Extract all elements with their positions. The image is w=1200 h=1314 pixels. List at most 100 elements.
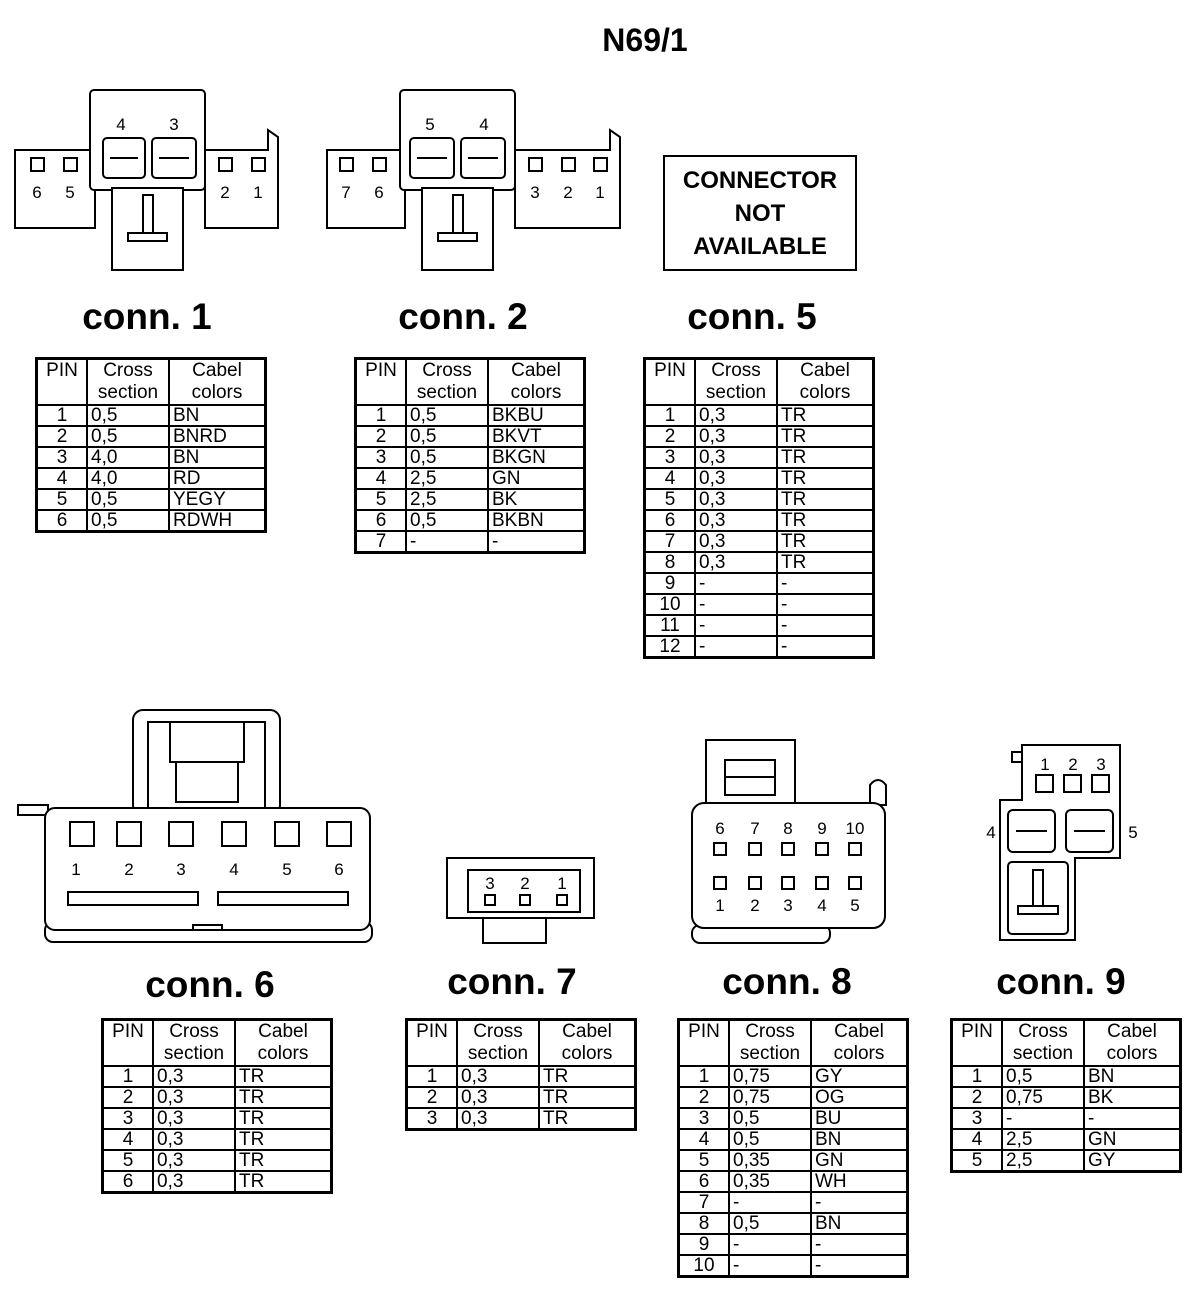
- pin-number: 9: [677, 1233, 730, 1256]
- pin-label: 5: [65, 183, 74, 202]
- table-row: 2 0,5 BNRD: [35, 425, 267, 448]
- table-row: 6 0,35 WH: [677, 1170, 909, 1193]
- connector-8-drawing: 6 7 8 9 10 1 2 3 4 5: [691, 739, 887, 944]
- cable-color: GN: [1083, 1128, 1182, 1151]
- pin-label: 2: [563, 183, 572, 202]
- cross-section: 0,5: [86, 404, 170, 427]
- pin-number: 2: [643, 425, 696, 448]
- pin-number: 4: [643, 467, 696, 490]
- cross-section: 0,3: [694, 404, 778, 427]
- pin-label: 3: [485, 874, 494, 893]
- pin-label: 6: [374, 183, 383, 202]
- cable-colors-header: Cabel colors: [487, 357, 586, 406]
- table-header-row: PIN Cross section Cabel colors: [677, 1018, 909, 1067]
- connector-not-available-note: CONNECTOR NOT AVAILABLE: [663, 155, 857, 271]
- pin-number: 3: [405, 1107, 458, 1131]
- cable-color: BN: [810, 1212, 909, 1235]
- pin-label: 3: [783, 896, 792, 915]
- cross-section: 2,5: [405, 467, 489, 490]
- cable-color: BK: [1083, 1086, 1182, 1109]
- table-row: 7--: [677, 1191, 909, 1214]
- table-header-row: PIN Cross section Cabel colors: [405, 1018, 637, 1067]
- cross-section: 0,3: [694, 488, 778, 511]
- table-row: 10- -: [677, 1254, 909, 1278]
- pin-number: 6: [354, 509, 407, 532]
- cable-color: -: [810, 1191, 909, 1214]
- cable-color: TR: [776, 488, 875, 511]
- cross-section-header: Cross section: [728, 1018, 812, 1067]
- table-row: 3 0,5 BKGN: [354, 446, 586, 469]
- cable-color: TR: [776, 467, 875, 490]
- cable-color: -: [776, 635, 875, 659]
- pin-number: 7: [677, 1191, 730, 1214]
- cross-section-header: Cross section: [694, 357, 778, 406]
- cross-section: 0,3: [694, 551, 778, 574]
- table-row: 6 0,5 RDWH: [35, 509, 267, 533]
- cross-section: 0,3: [694, 446, 778, 469]
- cable-color: -: [487, 530, 586, 554]
- cross-section: 0,5: [728, 1212, 812, 1235]
- pin-label: 3: [1096, 755, 1105, 774]
- cross-section: 0,3: [456, 1065, 540, 1088]
- pin-number: 4: [35, 467, 88, 490]
- table-row: 2 0,3 TR: [643, 425, 875, 448]
- pin-number: 10: [643, 593, 696, 616]
- cable-color: BN: [168, 404, 267, 427]
- cross-section: 0,3: [152, 1128, 236, 1151]
- pin-label: 4: [817, 896, 826, 915]
- cable-color: -: [810, 1254, 909, 1278]
- cable-color: TR: [538, 1086, 637, 1109]
- pin-label: 7: [341, 183, 350, 202]
- pin-number: 2: [354, 425, 407, 448]
- cross-section: 0,35: [728, 1170, 812, 1193]
- pin-number: 4: [354, 467, 407, 490]
- table-row: 12- -: [643, 635, 875, 659]
- cable-color: BKVT: [487, 425, 586, 448]
- connector-5-label: conn. 5: [687, 296, 817, 337]
- pin-number: 1: [643, 404, 696, 427]
- table-row: 1 0,5 BN: [950, 1065, 1182, 1088]
- pin-number: 1: [101, 1065, 154, 1088]
- table-row: 3 0,3 TR: [643, 446, 875, 469]
- cross-section: 0,3: [152, 1107, 236, 1130]
- table-row: 3 0,5 BU: [677, 1107, 909, 1130]
- table-row: 5 0,3 TR: [643, 488, 875, 511]
- pin-number: 1: [354, 404, 407, 427]
- cable-color: BN: [168, 446, 267, 469]
- note-line: CONNECTOR: [682, 166, 838, 194]
- pin-number: 1: [35, 404, 88, 427]
- cable-color: TR: [234, 1065, 333, 1088]
- table-row: 1 0,5 BN: [35, 404, 267, 427]
- table-row: 1 0,3 TR: [101, 1065, 333, 1088]
- pin-number: 5: [35, 488, 88, 511]
- cross-section: -: [728, 1191, 812, 1214]
- table-row: 5 0,5 YEGY: [35, 488, 267, 511]
- pin-label: 9: [817, 819, 826, 838]
- table-row: 2 0,75 BK: [950, 1086, 1182, 1109]
- cross-section: 0,3: [456, 1107, 540, 1131]
- pin-label: 10: [846, 819, 865, 838]
- table-header-row: PIN Cross section Cabel colors: [35, 357, 267, 406]
- cable-color: GY: [810, 1065, 909, 1088]
- pin-header: PIN: [101, 1018, 154, 1067]
- note-line: AVAILABLE: [693, 232, 827, 260]
- cross-section: 0,3: [694, 467, 778, 490]
- cross-section: 0,35: [728, 1149, 812, 1172]
- cross-section: 4,0: [86, 446, 170, 469]
- table-row: 4 4,0 RD: [35, 467, 267, 490]
- table-row: 5 2,5 BK: [354, 488, 586, 511]
- table-row: 9--: [677, 1233, 909, 1256]
- cross-section: 0,3: [456, 1086, 540, 1109]
- cable-colors-header: Cabel colors: [810, 1018, 909, 1067]
- pin-label: 2: [750, 896, 759, 915]
- table-row: 5 0,3 TR: [101, 1149, 333, 1172]
- table-row: 4 2,5 GN: [950, 1128, 1182, 1151]
- table-row: 1 0,3 TR: [643, 404, 875, 427]
- cable-color: BN: [1083, 1065, 1182, 1088]
- cross-section: 0,3: [694, 530, 778, 553]
- pin-number: 6: [101, 1170, 154, 1194]
- pin-label: 7: [750, 819, 759, 838]
- pin-header: PIN: [677, 1018, 730, 1067]
